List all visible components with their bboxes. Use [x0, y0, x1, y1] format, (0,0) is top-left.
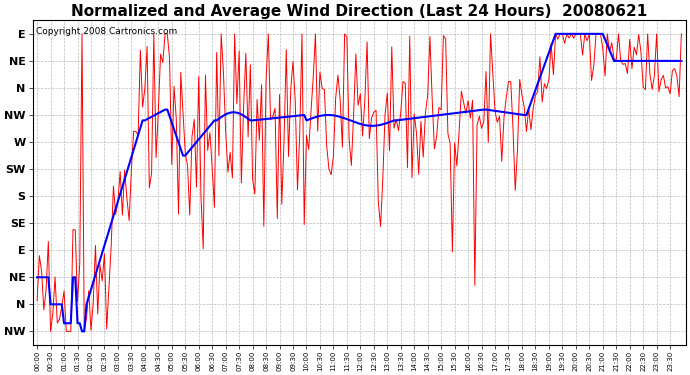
- Title: Normalized and Average Wind Direction (Last 24 Hours)  20080621: Normalized and Average Wind Direction (L…: [71, 4, 647, 19]
- Text: Copyright 2008 Cartronics.com: Copyright 2008 Cartronics.com: [36, 27, 177, 36]
